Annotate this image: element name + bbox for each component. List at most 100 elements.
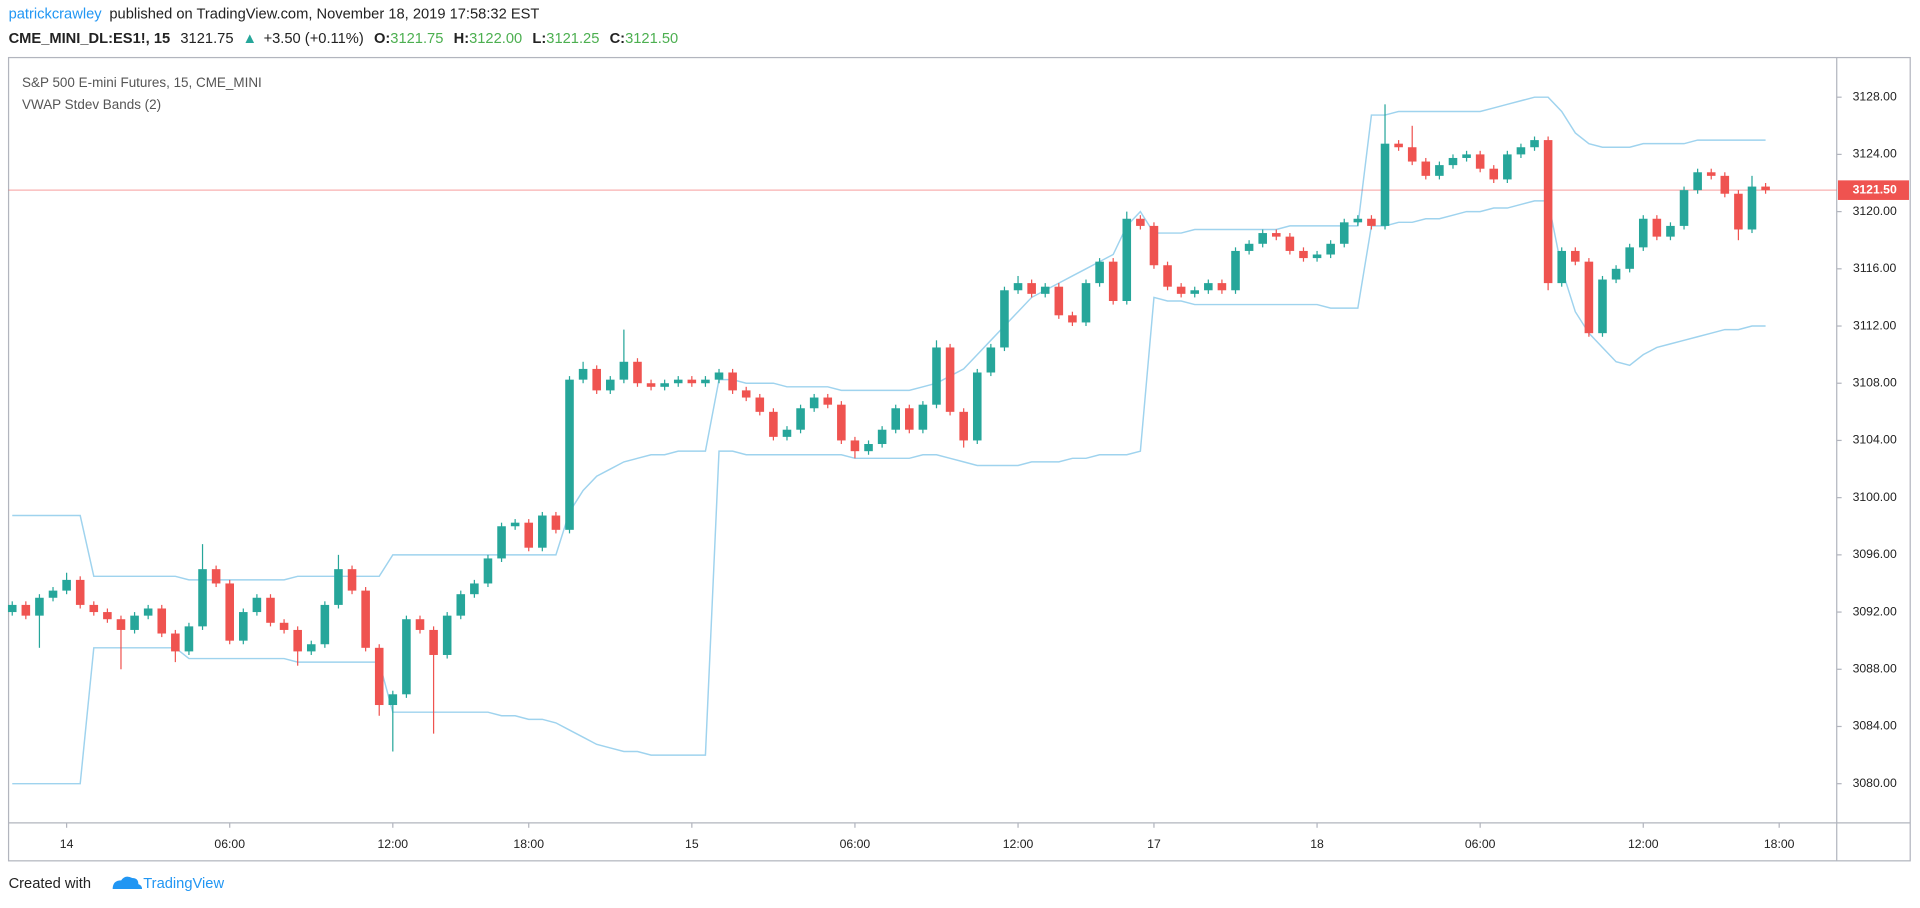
candle-body bbox=[184, 626, 194, 652]
candle-body bbox=[1190, 290, 1200, 294]
candle-body bbox=[1543, 140, 1553, 284]
y-tick-label: 3104.00 bbox=[1853, 433, 1897, 447]
candle-body bbox=[225, 583, 234, 641]
up-arrow-icon: ▲ bbox=[242, 31, 257, 47]
series-legend: S&P 500 E-mini Futures, 15, CME_MINI bbox=[22, 75, 262, 90]
y-tick-label: 3116.00 bbox=[1853, 261, 1897, 275]
x-tick-label: 06:00 bbox=[214, 837, 245, 851]
vwap-band-lower bbox=[12, 200, 1766, 785]
x-tick-label: 14 bbox=[60, 837, 74, 851]
candle-body bbox=[1136, 218, 1145, 226]
candle-body bbox=[1448, 157, 1458, 166]
symbol-line: CME_MINI_DL:ES1!, 15 3121.75 ▲ +3.50 (+0… bbox=[9, 31, 679, 47]
candle-body bbox=[347, 569, 357, 591]
candle-body bbox=[1081, 283, 1091, 323]
footer-text: Created with bbox=[9, 876, 91, 892]
candle-body bbox=[1761, 186, 1770, 191]
candle-body bbox=[157, 608, 167, 634]
ohlc-label: L: bbox=[532, 31, 546, 47]
candle-body bbox=[551, 515, 561, 530]
footer-brand[interactable]: TradingView bbox=[143, 876, 224, 892]
candle-body bbox=[279, 622, 289, 630]
publish-line: patrickcrawley published on TradingView.… bbox=[9, 7, 540, 23]
candle-body bbox=[1652, 218, 1662, 237]
candle-body bbox=[918, 404, 928, 430]
candle-body bbox=[877, 429, 887, 445]
candle-body bbox=[211, 569, 221, 584]
candle-body bbox=[1611, 268, 1621, 280]
candle-body bbox=[1068, 315, 1077, 323]
candle-body bbox=[415, 619, 425, 630]
candle-body bbox=[1244, 243, 1254, 251]
candle-body bbox=[402, 619, 411, 695]
candle-body bbox=[1530, 140, 1539, 148]
candle-body bbox=[1122, 218, 1132, 301]
candle-body bbox=[687, 379, 697, 384]
candle-body bbox=[809, 397, 819, 409]
indicator-legend: VWAP Stdev Bands (2) bbox=[22, 97, 161, 112]
candle-body bbox=[320, 604, 330, 645]
y-tick-label: 3088.00 bbox=[1853, 662, 1897, 676]
candle-body bbox=[891, 408, 900, 430]
candle-body bbox=[48, 590, 58, 598]
candle-body bbox=[1706, 172, 1716, 176]
y-tick-label: 3112.00 bbox=[1853, 318, 1897, 332]
candle-body bbox=[1747, 186, 1757, 230]
candle-body bbox=[1557, 250, 1566, 284]
author[interactable]: patrickcrawley bbox=[9, 7, 103, 23]
change: +3.50 (+0.11%) bbox=[264, 31, 364, 47]
candle-body bbox=[130, 615, 139, 630]
candle-body bbox=[1095, 261, 1104, 284]
ohlc-value: 3122.00 bbox=[469, 31, 522, 47]
candle-body bbox=[1734, 193, 1743, 230]
candle-body bbox=[143, 608, 153, 616]
candle-body bbox=[959, 411, 968, 441]
candle-body bbox=[864, 444, 873, 452]
candle-body bbox=[986, 347, 996, 373]
candle-body bbox=[592, 368, 601, 391]
plot-area: 3080.00 3084.00 3088.00 3092.00 3096.00 3100.… bbox=[7, 89, 1909, 851]
candle-body bbox=[1475, 154, 1485, 169]
candle-body bbox=[456, 594, 466, 616]
candle-body bbox=[442, 615, 452, 655]
candle-body bbox=[660, 383, 669, 387]
candle-body bbox=[1176, 286, 1186, 294]
candle-body bbox=[21, 604, 31, 616]
candle-body bbox=[388, 694, 398, 706]
candle-body bbox=[1489, 168, 1499, 180]
candle-body bbox=[35, 597, 44, 616]
candle-body bbox=[470, 583, 479, 595]
candle-body bbox=[1394, 143, 1403, 148]
y-tick-label: 3120.00 bbox=[1853, 204, 1897, 218]
candle-body bbox=[1407, 147, 1417, 162]
chart-frame bbox=[7, 56, 1911, 862]
candle-body bbox=[374, 647, 384, 706]
candle-body bbox=[1312, 254, 1322, 259]
candle-body bbox=[198, 569, 207, 627]
candle-body bbox=[1326, 243, 1335, 255]
last-price-tag bbox=[1837, 180, 1909, 200]
candle-body bbox=[1285, 236, 1295, 251]
candle-body bbox=[1272, 233, 1281, 237]
candle-body bbox=[823, 397, 833, 405]
candle-body bbox=[945, 347, 955, 412]
candle-body bbox=[89, 604, 99, 613]
candle-body bbox=[252, 597, 262, 613]
candle-body bbox=[334, 569, 343, 605]
x-tick-label: 06:00 bbox=[1465, 837, 1496, 851]
candle-body bbox=[1054, 286, 1064, 316]
last-value: 3121.75 bbox=[180, 31, 233, 47]
y-tick-label: 3108.00 bbox=[1853, 375, 1897, 389]
candle-body bbox=[932, 347, 941, 405]
candle-body bbox=[1000, 290, 1009, 348]
candle-body bbox=[1693, 172, 1702, 191]
candle-body bbox=[1204, 283, 1213, 291]
y-tick-label: 3096.00 bbox=[1853, 547, 1897, 561]
candle-body bbox=[62, 579, 71, 591]
candle-body bbox=[755, 397, 765, 412]
candle-body bbox=[1040, 286, 1050, 294]
candle-body bbox=[796, 408, 805, 430]
candle-body bbox=[619, 361, 629, 380]
y-tick-label: 3100.00 bbox=[1853, 490, 1897, 504]
candle-body bbox=[1163, 265, 1172, 287]
